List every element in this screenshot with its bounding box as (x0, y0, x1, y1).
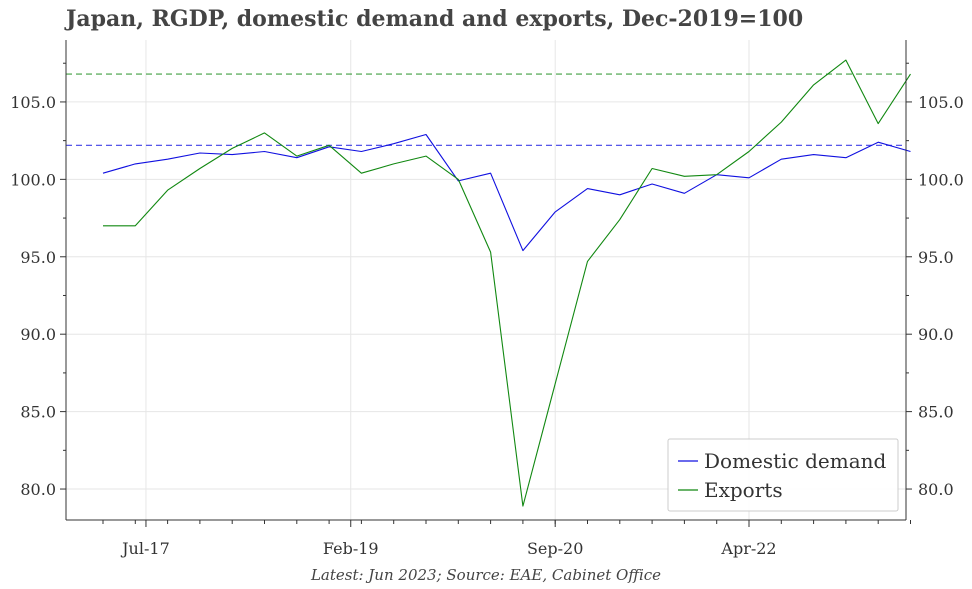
y-tick-label-right: 95.0 (918, 248, 954, 267)
y-tick-label-right: 100.0 (918, 170, 964, 189)
reference-lines (66, 73, 906, 146)
x-tick-label: Sep-20 (527, 539, 583, 558)
legend: Domestic demand Exports (667, 438, 899, 512)
y-tick-label-right: 80.0 (918, 480, 954, 499)
axes: 80.0 80.0 85.0 85.0 90.0 90.0 95.0 95.0 100.0 100… (10, 40, 964, 558)
chart-title: Japan, RGDP, domestic demand and exports… (66, 6, 804, 32)
y-tick-label-left: 105.0 (10, 93, 56, 112)
source-footnote: Latest: Jun 2023; Source: EAE, Cabinet O… (310, 566, 662, 584)
y-tick-label-right: 90.0 (918, 325, 954, 344)
legend-label-exports: Exports (704, 478, 783, 502)
y-tick-label-right: 85.0 (918, 403, 954, 422)
series-lines (102, 59, 911, 507)
x-tick-label: Apr-22 (720, 539, 776, 558)
series-line-exports (103, 59, 911, 507)
y-tick-label-right: 105.0 (918, 93, 964, 112)
y-tick-label-left: 80.0 (20, 480, 56, 499)
y-tick-label-left: 85.0 (20, 403, 56, 422)
series-line-domestic-demand (102, 133, 911, 252)
y-tick-label-left: 100.0 (10, 170, 56, 189)
legend-box (667, 438, 899, 512)
y-tick-label-left: 95.0 (20, 248, 56, 267)
x-tick-label: Jul-17 (120, 539, 170, 558)
y-tick-label-left: 90.0 (20, 325, 56, 344)
legend-label-domestic-demand: Domestic demand (704, 449, 887, 473)
x-tick-label: Feb-19 (323, 539, 379, 558)
